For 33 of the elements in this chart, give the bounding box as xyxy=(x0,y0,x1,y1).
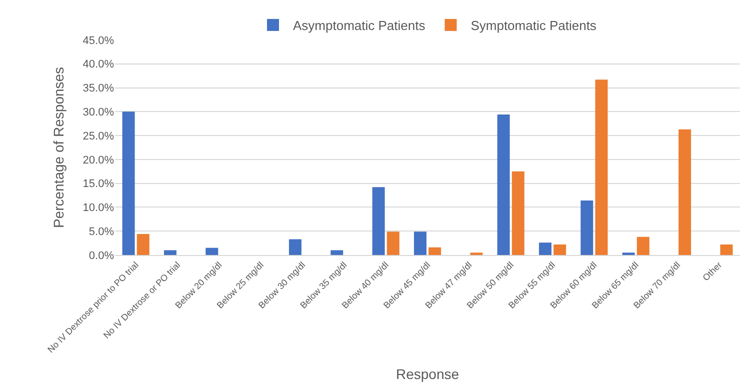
y-tick-label: 10.0% xyxy=(82,202,114,214)
bar xyxy=(288,239,302,255)
y-tick-label: 20.0% xyxy=(82,154,114,166)
legend-label: Symptomatic Patients xyxy=(470,18,597,34)
bar xyxy=(428,247,442,255)
bar xyxy=(497,114,510,255)
legend-label: Asymptomatic Patients xyxy=(293,18,426,34)
bar xyxy=(206,248,218,255)
y-tick-label: 30.0% xyxy=(82,106,114,119)
bar xyxy=(386,232,400,255)
bar xyxy=(554,244,566,255)
bar xyxy=(636,236,650,255)
bar xyxy=(164,250,176,255)
bar xyxy=(720,244,733,255)
bar xyxy=(136,234,150,255)
bar xyxy=(414,232,426,255)
y-tick-label: 15.0% xyxy=(82,178,114,190)
y-tick-label: 0.0% xyxy=(88,250,114,262)
bar xyxy=(580,200,594,255)
bar xyxy=(512,171,524,255)
y-tick-label: 35.0% xyxy=(82,82,114,95)
y-tick-label: 45.0% xyxy=(82,34,114,47)
bar xyxy=(678,129,692,255)
bar xyxy=(595,80,608,255)
bar xyxy=(330,250,344,255)
y-axis-title: Percentage of Responses xyxy=(50,66,66,228)
y-tick-label: 40.0% xyxy=(82,58,114,71)
x-axis-title: Response xyxy=(396,366,460,382)
y-tick-label: 5.0% xyxy=(88,226,114,238)
bar xyxy=(538,242,552,255)
bar xyxy=(122,112,135,255)
y-tick-label: 25.0% xyxy=(82,130,114,142)
bar xyxy=(372,187,385,255)
